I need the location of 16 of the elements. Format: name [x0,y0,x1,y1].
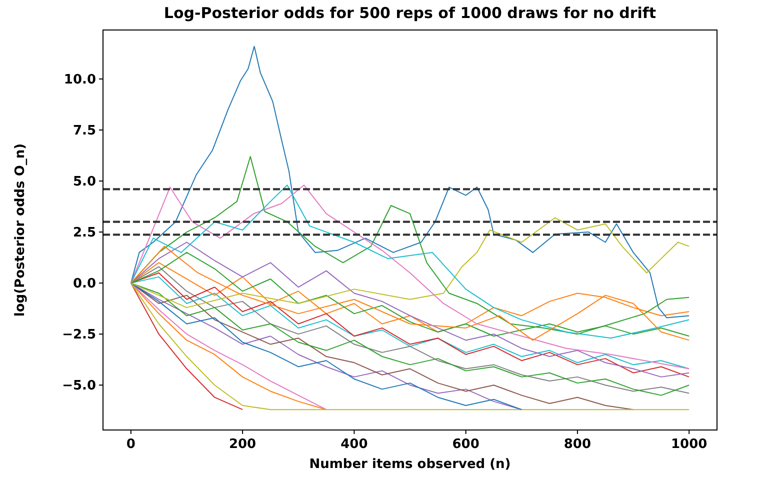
y-tick-label: 2.5 [72,226,96,241]
x-tick-label: 200 [228,437,256,452]
chart-title: Log-Posterior odds for 500 reps of 1000 draws for no drift [164,4,656,22]
y-tick-label: 10.0 [64,72,96,88]
x-axis-title: Number items observed (n) [309,457,511,472]
x-tick-label: 0 [126,437,136,452]
y-tick-label: 0.0 [72,276,96,292]
x-tick-label: 800 [564,437,592,452]
y-tick-label: −5.0 [62,378,96,394]
x-tick-label: 600 [452,437,480,452]
x-tick-label: 1000 [670,437,708,452]
x-tick-label: 400 [340,437,368,452]
y-tick-label: 7.5 [72,124,96,139]
y-axis-title: log(Posterior odds O_n) [13,143,28,317]
y-tick-label: 5.0 [72,174,96,190]
y-tick-label: −2.5 [62,328,96,343]
